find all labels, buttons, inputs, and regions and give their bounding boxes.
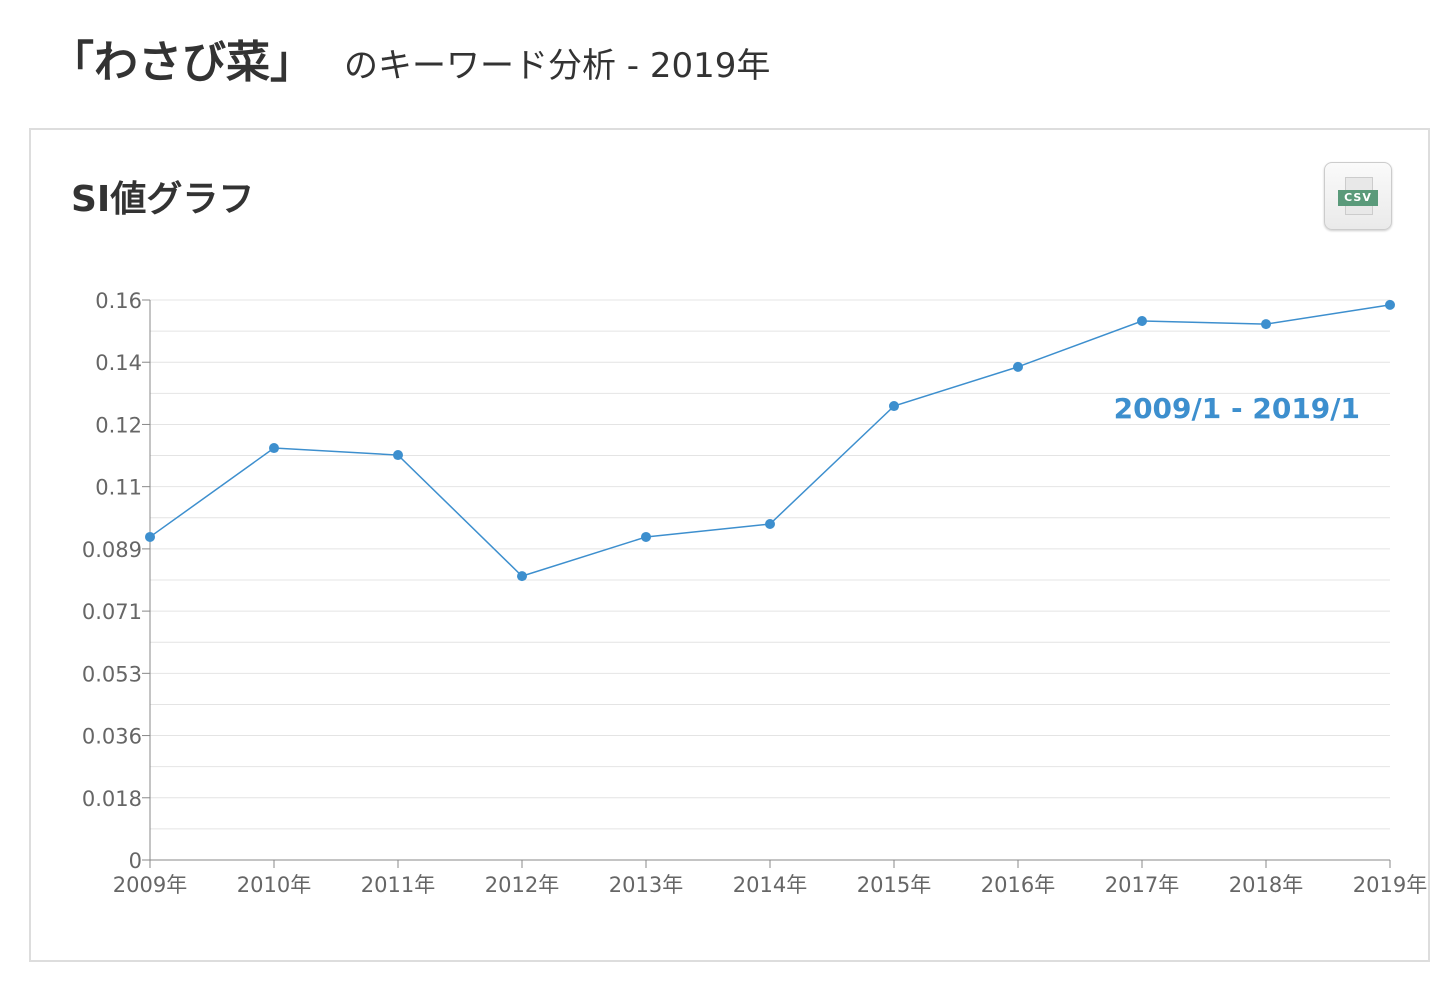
x-tick-label: 2013年 [609, 873, 683, 897]
x-tick-label: 2016年 [981, 873, 1055, 897]
data-point [889, 401, 899, 412]
data-point [269, 443, 279, 454]
data-point [1261, 319, 1271, 330]
data-point [393, 450, 403, 461]
x-tick-label: 2009年 [113, 873, 187, 897]
x-tick-label: 2014年 [733, 873, 807, 897]
data-point [1385, 299, 1395, 310]
y-tick-label: 0.12 [95, 413, 142, 437]
data-point [765, 519, 775, 529]
data-point [1137, 316, 1147, 326]
series-line [149, 304, 1391, 578]
x-tick-label: 2017年 [1105, 873, 1179, 897]
panel-title: SI値グラフ [71, 179, 255, 220]
x-tick-label: 2019年 [1353, 873, 1427, 897]
y-tick-label: 0.11 [95, 476, 142, 500]
x-tick-label: 2015年 [857, 873, 931, 897]
date-range-annotation: 2009/1 - 2019/1 [1114, 392, 1360, 425]
y-tick-label: 0 [129, 849, 142, 873]
x-tick-label: 2011年 [361, 873, 435, 897]
csv-label: CSV [1338, 190, 1378, 206]
y-tick-label: 0.053 [82, 662, 142, 686]
subtitle: のキーワード分析 - 2019年 [344, 46, 771, 86]
y-tick-label: 0.071 [82, 600, 142, 624]
x-tick-label: 2010年 [237, 873, 311, 897]
page-title: 「わさび菜」 のキーワード分析 - 2019年 [50, 26, 770, 90]
data-point [517, 571, 527, 582]
y-tick-label: 0.018 [82, 787, 142, 811]
data-point [641, 531, 651, 542]
y-tick-label: 0.089 [82, 538, 142, 562]
data-point [145, 531, 155, 542]
x-tick-label: 2018年 [1229, 873, 1303, 897]
y-tick-label: 0.16 [95, 289, 142, 313]
keyword: 「わさび菜」 [50, 37, 314, 88]
data-point [1013, 361, 1023, 372]
csv-download-button[interactable]: CSV [1324, 162, 1392, 230]
chart-panel: SI値グラフ CSV [29, 128, 1430, 962]
y-tick-label: 0.14 [95, 351, 142, 375]
x-tick-label: 2012年 [485, 873, 559, 897]
y-tick-label: 0.036 [82, 725, 142, 749]
